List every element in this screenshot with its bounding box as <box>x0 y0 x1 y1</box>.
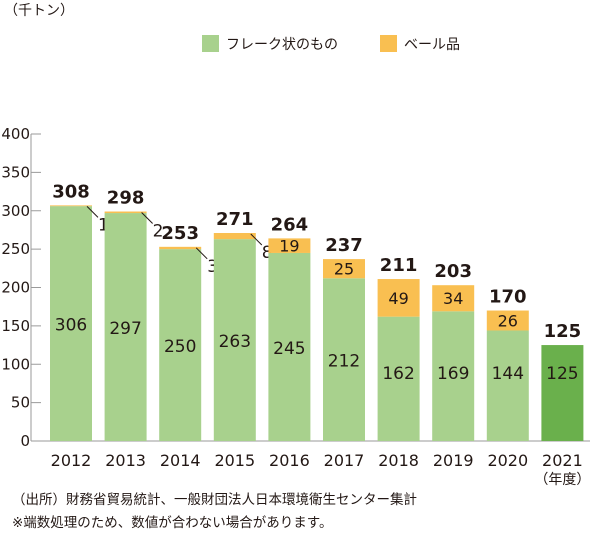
data-label-total: 237 <box>325 235 363 256</box>
bale-leader-line <box>250 233 263 246</box>
bar-flake <box>213 239 256 441</box>
bar-flake <box>159 249 202 441</box>
x-tick-label: 2012 <box>51 451 92 470</box>
data-label-bale: 2 <box>153 222 164 242</box>
bar-bale <box>486 310 529 331</box>
bar-flake <box>377 316 420 441</box>
data-label-flake: 212 <box>328 352 360 372</box>
data-label-total: 170 <box>489 287 527 308</box>
data-label-total: 203 <box>434 261 472 282</box>
bar-bale <box>159 246 202 250</box>
legend-swatch-bale <box>380 35 397 52</box>
bar-bale <box>213 233 256 240</box>
bar-flake <box>323 278 365 441</box>
data-label-flake: 250 <box>164 337 196 357</box>
x-tick-label: 2016 <box>269 451 310 470</box>
legend-label-bale: ベール品 <box>404 37 460 53</box>
bar-bale <box>104 211 147 214</box>
data-label-total: 308 <box>52 181 90 202</box>
data-label-total: 264 <box>271 214 309 235</box>
data-label-total: 125 <box>544 321 582 342</box>
bale-leader-line <box>141 212 153 224</box>
y-tick-label: 150 <box>1 317 30 335</box>
data-label-flake: 306 <box>55 316 87 336</box>
data-label-bale: 3 <box>207 257 218 277</box>
bale-leader-line <box>195 247 208 260</box>
data-label-flake: 245 <box>273 339 305 359</box>
bar-flake <box>50 206 92 441</box>
source-note: （出所）財務省貿易統計、一般財団法人日本環境衛生センター集計 <box>12 492 417 508</box>
bale-leader-line <box>86 206 99 218</box>
data-label-bale: 49 <box>388 289 408 308</box>
data-label-flake: 162 <box>382 364 414 384</box>
rounding-note: ※端数処理のため、数値が合わない場合があります。 <box>12 515 333 531</box>
data-label-bale: 26 <box>498 312 518 331</box>
y-tick-label: 50 <box>11 394 30 412</box>
bar-flake <box>432 311 475 441</box>
x-tick-label: 2015 <box>214 451 255 470</box>
data-label-bale: 34 <box>443 289 463 308</box>
x-tick-label: 2020 <box>487 451 528 470</box>
data-label-flake: 144 <box>492 364 524 384</box>
bar-bale <box>432 285 475 312</box>
y-tick-label: 250 <box>1 240 30 258</box>
data-label-bale: 25 <box>334 260 354 279</box>
data-label-bale: 1 <box>98 215 109 235</box>
data-label-bale: 19 <box>279 237 299 256</box>
x-tick-label: 2013 <box>105 451 146 470</box>
x-tick-sublabel: （年度） <box>534 472 590 488</box>
data-label-total: 211 <box>380 255 418 276</box>
x-tick-label: 2014 <box>160 451 201 470</box>
data-label-flake: 263 <box>219 332 251 352</box>
y-axis-unit-label: （千トン） <box>4 3 74 19</box>
bar-bale <box>323 259 365 279</box>
data-label-total: 298 <box>107 188 145 209</box>
bar-flake <box>486 330 529 441</box>
y-tick-label: 100 <box>1 355 30 373</box>
bar-bale <box>50 205 92 207</box>
data-label-total: 253 <box>161 223 199 244</box>
bar-flake <box>268 252 311 441</box>
data-label-total: 271 <box>216 209 254 230</box>
bar-flake <box>541 345 584 441</box>
y-tick-label: 400 <box>1 125 30 143</box>
y-tick-label: 0 <box>20 432 30 450</box>
data-label-flake: 297 <box>109 319 141 339</box>
y-tick-label: 200 <box>1 279 30 297</box>
y-tick-label: 350 <box>1 163 30 181</box>
y-tick-label: 300 <box>1 202 30 220</box>
x-tick-label: 2019 <box>433 451 474 470</box>
bar-bale <box>268 238 311 253</box>
bar-bale <box>377 279 420 317</box>
data-label-bale: 8 <box>262 243 273 263</box>
data-label-flake: 169 <box>437 364 469 384</box>
data-label-flake: 125 <box>546 364 578 384</box>
legend-label-flake: フレーク状のもの <box>226 37 338 53</box>
x-tick-label: 2018 <box>378 451 419 470</box>
x-tick-label: 2021 <box>542 451 583 470</box>
legend-swatch-flake <box>202 35 219 52</box>
bar-flake <box>104 213 147 441</box>
x-tick-label: 2017 <box>324 451 365 470</box>
